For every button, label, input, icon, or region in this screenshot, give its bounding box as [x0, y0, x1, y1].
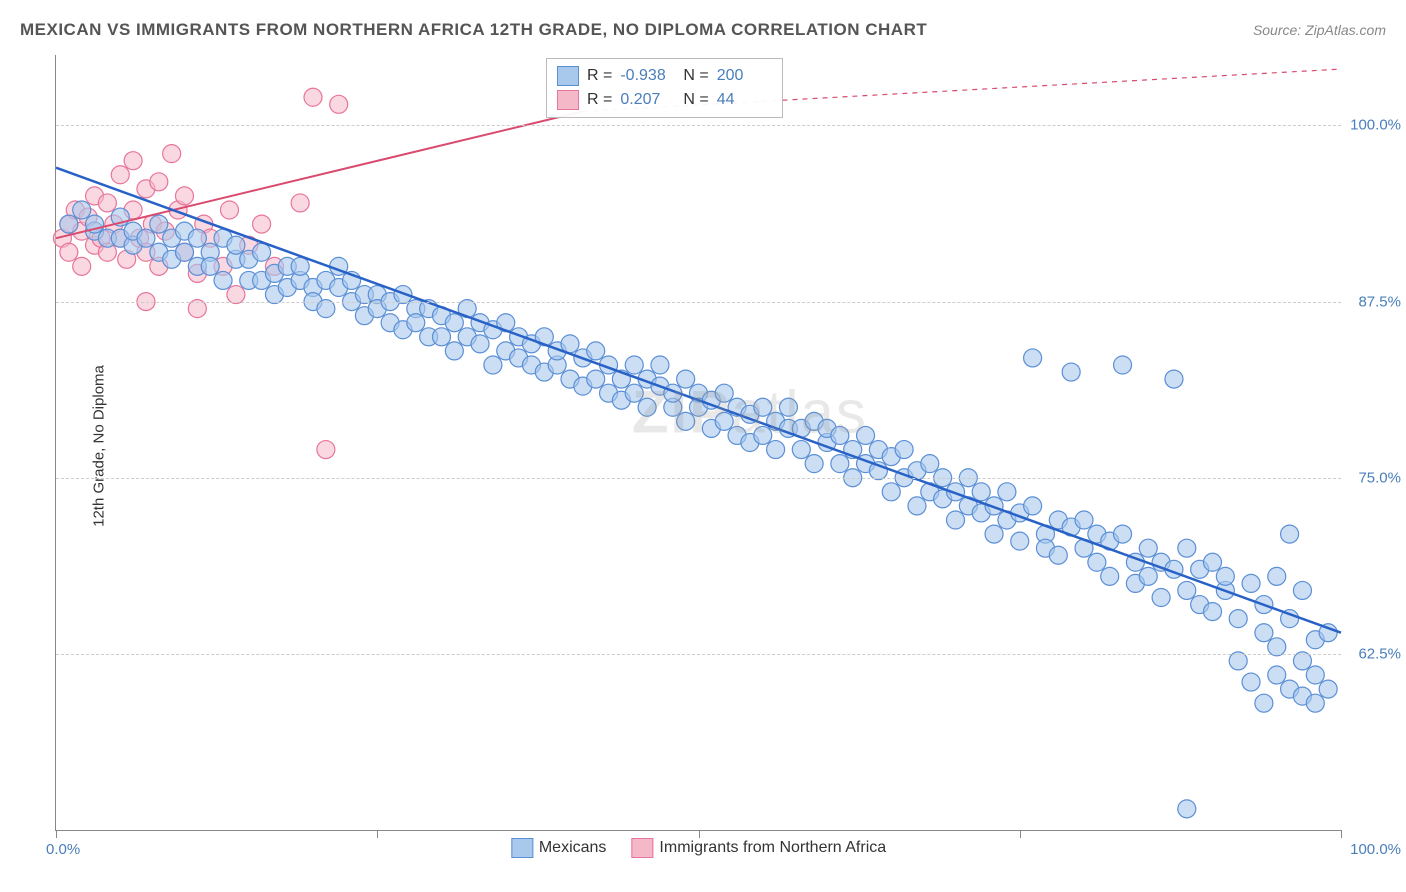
x-tick: [1020, 830, 1021, 838]
legend-label-northern-africa: Immigrants from Northern Africa: [659, 839, 886, 857]
source-attribution: Source: ZipAtlas.com: [1253, 22, 1386, 38]
y-tick-label: 87.5%: [1358, 293, 1401, 310]
chart-legend: Mexicans Immigrants from Northern Africa: [511, 838, 886, 858]
gridline: [56, 654, 1341, 655]
x-axis-max-label: 100.0%: [1350, 841, 1401, 858]
swatch-mexicans: [557, 66, 579, 86]
legend-swatch-northern-africa: [631, 838, 653, 858]
legend-swatch-mexicans: [511, 838, 533, 858]
stats-row-mexicans: R = -0.938 N = 200: [557, 64, 772, 88]
chart-plot-area: ZIPatlas R = -0.938 N = 200 R = 0.207 N …: [55, 55, 1341, 831]
y-tick-label: 100.0%: [1350, 117, 1401, 134]
stats-row-northern-africa: R = 0.207 N = 44: [557, 88, 772, 112]
x-tick: [1341, 830, 1342, 838]
chart-title: MEXICAN VS IMMIGRANTS FROM NORTHERN AFRI…: [20, 20, 927, 40]
y-tick-label: 75.0%: [1358, 469, 1401, 486]
gridline: [56, 125, 1341, 126]
x-tick: [377, 830, 378, 838]
r-value-northern-africa: 0.207: [620, 91, 675, 109]
legend-item-mexicans: Mexicans: [511, 838, 607, 858]
n-value-northern-africa: 44: [717, 91, 772, 109]
x-axis-min-label: 0.0%: [46, 841, 80, 858]
legend-label-mexicans: Mexicans: [539, 839, 607, 857]
legend-item-northern-africa: Immigrants from Northern Africa: [631, 838, 886, 858]
gridline: [56, 478, 1341, 479]
y-tick-label: 62.5%: [1358, 645, 1401, 662]
swatch-northern-africa: [557, 90, 579, 110]
r-value-mexicans: -0.938: [620, 67, 675, 85]
stats-box: R = -0.938 N = 200 R = 0.207 N = 44: [546, 58, 783, 118]
gridline: [56, 302, 1341, 303]
n-value-mexicans: 200: [717, 67, 772, 85]
x-tick: [699, 830, 700, 838]
x-tick: [56, 830, 57, 838]
scatter-plot-svg: [56, 55, 1341, 830]
